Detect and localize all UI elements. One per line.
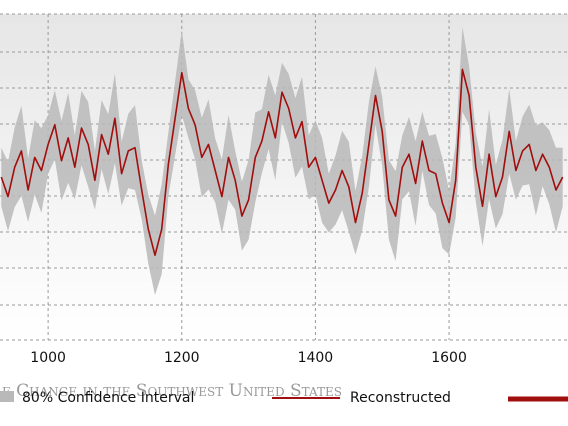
confidence-band xyxy=(1,27,563,295)
confidence-band-group xyxy=(1,27,563,295)
watermark-text: e Change in the Southwest United States xyxy=(2,381,342,401)
legend-label-confidence: 80% Confidence Interval xyxy=(22,390,194,406)
x-tick-labels: 1000 1200 1400 1600 xyxy=(30,350,467,366)
x-tick-label: 1200 xyxy=(164,350,200,366)
legend-label-reconstructed: Reconstructed xyxy=(350,390,451,406)
x-tick-label: 1000 xyxy=(30,350,66,366)
series-line-reconstructed xyxy=(0,68,564,256)
legend: 80% Confidence Interval Reconstructed xyxy=(0,390,568,406)
legend-swatch-confidence xyxy=(0,391,14,402)
reconstructed-line-group xyxy=(0,68,564,256)
x-tick-label: 1600 xyxy=(431,350,467,366)
x-tick-label: 1400 xyxy=(298,350,334,366)
